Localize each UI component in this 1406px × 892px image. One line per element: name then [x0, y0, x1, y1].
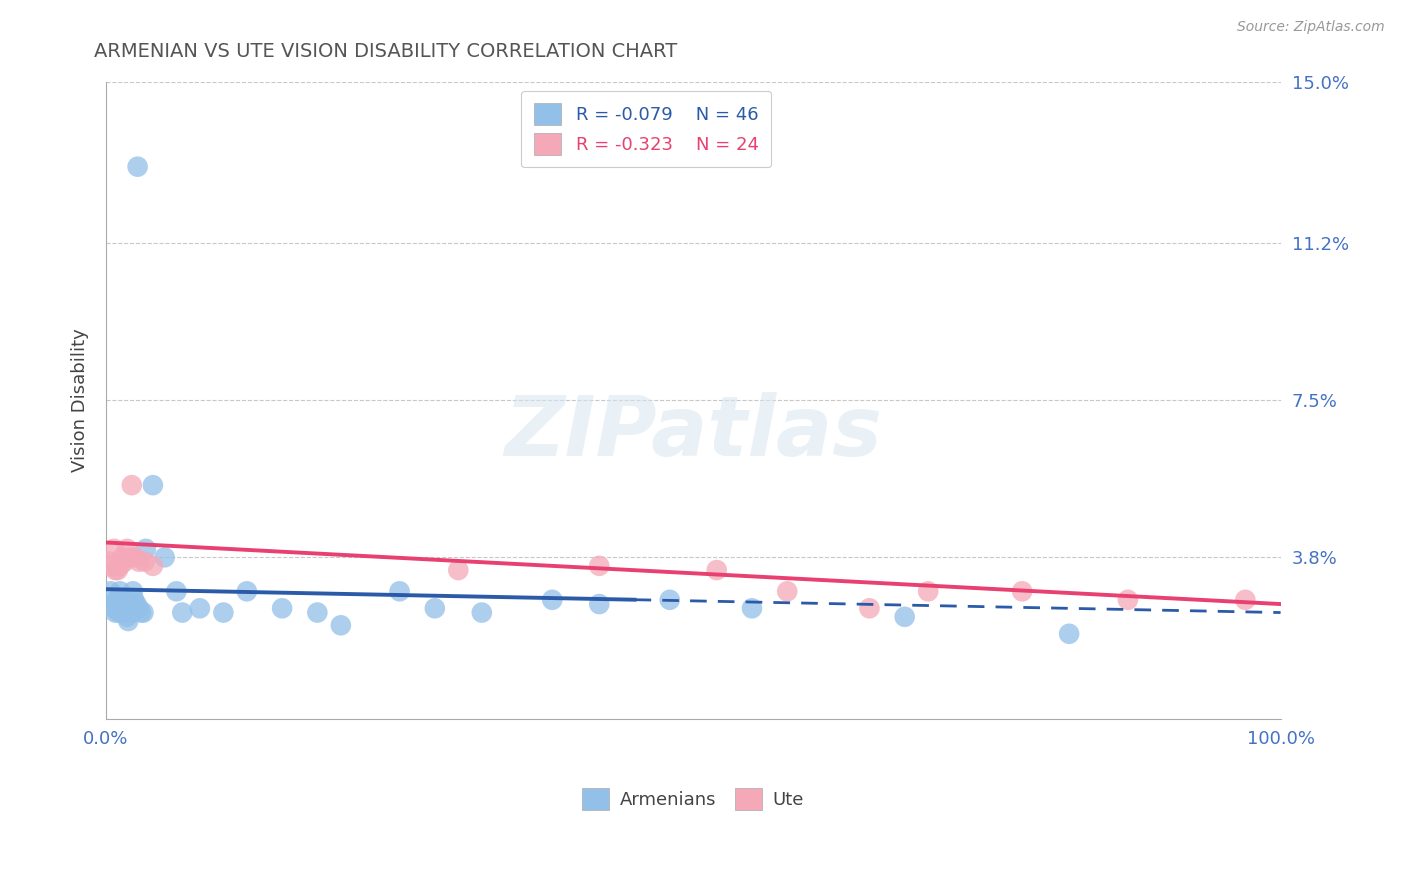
Point: [101, 558, 124, 573]
Point: [114, 555, 136, 569]
Point: [128, 601, 150, 615]
Point: [122, 584, 145, 599]
Point: [112, 597, 135, 611]
Text: Source: ZipAtlas.com: Source: ZipAtlas.com: [1237, 20, 1385, 34]
Point: [98, 555, 121, 569]
Point: [121, 606, 143, 620]
Point: [118, 601, 141, 615]
Point: [153, 550, 176, 565]
Point: [588, 558, 610, 573]
Point: [706, 563, 728, 577]
Point: [128, 555, 150, 569]
Point: [172, 606, 194, 620]
Point: [104, 563, 127, 577]
Point: [658, 592, 681, 607]
Point: [329, 618, 352, 632]
Point: [120, 597, 142, 611]
Point: [165, 584, 187, 599]
Point: [858, 601, 880, 615]
Point: [115, 609, 138, 624]
Point: [122, 592, 145, 607]
Point: [541, 592, 564, 607]
Point: [307, 606, 329, 620]
Point: [100, 584, 122, 599]
Point: [142, 558, 165, 573]
Point: [115, 541, 138, 556]
Text: ZIPatlas: ZIPatlas: [505, 392, 882, 473]
Point: [471, 606, 494, 620]
Point: [1057, 627, 1080, 641]
Point: [1011, 584, 1033, 599]
Point: [103, 541, 125, 556]
Point: [917, 584, 939, 599]
Point: [118, 550, 141, 565]
Point: [132, 606, 155, 620]
Point: [423, 601, 446, 615]
Point: [115, 606, 138, 620]
Point: [125, 597, 148, 611]
Point: [121, 478, 143, 492]
Point: [1116, 592, 1139, 607]
Point: [212, 606, 235, 620]
Point: [117, 614, 139, 628]
Point: [108, 558, 131, 573]
Point: [134, 555, 156, 569]
Point: [124, 601, 146, 615]
Point: [776, 584, 799, 599]
Point: [107, 563, 129, 577]
Point: [124, 550, 146, 565]
Point: [893, 609, 915, 624]
Point: [110, 592, 132, 607]
Point: [108, 606, 131, 620]
Point: [188, 601, 211, 615]
Y-axis label: Vision Disability: Vision Disability: [72, 328, 89, 472]
Point: [447, 563, 470, 577]
Point: [111, 550, 134, 565]
Point: [114, 601, 136, 615]
Point: [271, 601, 294, 615]
Point: [236, 584, 259, 599]
Point: [741, 601, 763, 615]
Point: [588, 597, 610, 611]
Point: [105, 592, 128, 607]
Point: [135, 541, 157, 556]
Point: [111, 606, 134, 620]
Point: [129, 606, 152, 620]
Text: ARMENIAN VS UTE VISION DISABILITY CORRELATION CHART: ARMENIAN VS UTE VISION DISABILITY CORREL…: [94, 42, 678, 61]
Point: [104, 606, 127, 620]
Point: [108, 584, 131, 599]
Point: [388, 584, 411, 599]
Point: [107, 601, 129, 615]
Point: [103, 601, 125, 615]
Point: [142, 478, 165, 492]
Point: [127, 160, 149, 174]
Legend: Armenians, Ute: Armenians, Ute: [574, 779, 813, 819]
Point: [1234, 592, 1257, 607]
Point: [101, 597, 124, 611]
